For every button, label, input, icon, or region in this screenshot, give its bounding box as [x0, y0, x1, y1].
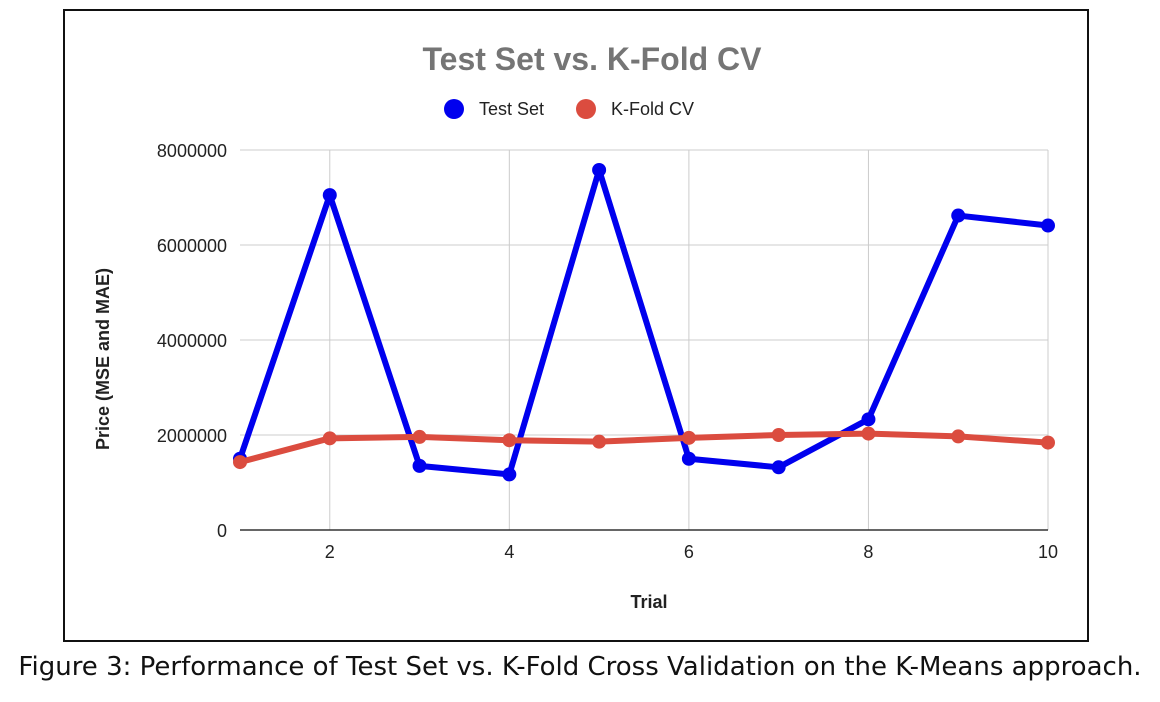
data-point [592, 434, 607, 449]
data-point [951, 429, 966, 444]
y-tick-label: 0 [217, 521, 227, 541]
data-point [681, 430, 696, 445]
x-tick-label: 2 [325, 542, 335, 562]
data-point [502, 433, 517, 448]
y-tick-label: 2000000 [157, 426, 227, 446]
data-point [1041, 218, 1055, 233]
series-line-1 [237, 430, 1051, 466]
x-axis-title: Trial [630, 592, 667, 612]
data-point [412, 458, 427, 473]
x-tick-label: 6 [684, 542, 694, 562]
data-point [951, 208, 966, 223]
data-point [412, 429, 427, 444]
series-line-0 [237, 166, 1051, 478]
data-point [861, 412, 876, 427]
grid [240, 149, 1049, 530]
x-tick-label: 10 [1038, 542, 1058, 562]
data-point [681, 451, 696, 466]
line-chart: 0 2000000 4000000 6000000 8000000 2 4 6 8 10 Test… [93, 41, 1058, 612]
legend-label-1: K-Fold CV [611, 99, 694, 119]
y-tick-label: 8000000 [157, 141, 227, 161]
data-point [322, 188, 337, 203]
legend-marker-1 [576, 99, 596, 119]
series-layer [233, 162, 1055, 482]
legend: Test Set K-Fold CV [444, 99, 694, 119]
data-point [771, 460, 786, 475]
chart-title: Test Set vs. K-Fold CV [422, 41, 762, 77]
y-axis-title: Price (MSE and MAE) [93, 268, 113, 450]
data-point [771, 428, 786, 442]
axes: 0 2000000 4000000 6000000 8000000 2 4 6 8 10 [157, 141, 1058, 562]
figure-caption: Figure 3: Performance of Test Set vs. K-… [18, 652, 1142, 682]
x-tick-label: 4 [504, 542, 514, 562]
legend-marker-0 [444, 99, 464, 119]
data-point [322, 431, 337, 446]
data-point [1041, 435, 1055, 450]
data-point [592, 162, 607, 177]
y-tick-label: 6000000 [157, 236, 227, 256]
data-point [233, 455, 247, 470]
data-point [861, 426, 876, 441]
legend-label-0: Test Set [479, 99, 544, 119]
y-tick-label: 4000000 [157, 331, 227, 351]
chart-frame: 0 2000000 4000000 6000000 8000000 2 4 6 8 10 Test… [63, 9, 1089, 642]
x-tick-label: 8 [863, 542, 873, 562]
data-point [502, 467, 517, 482]
